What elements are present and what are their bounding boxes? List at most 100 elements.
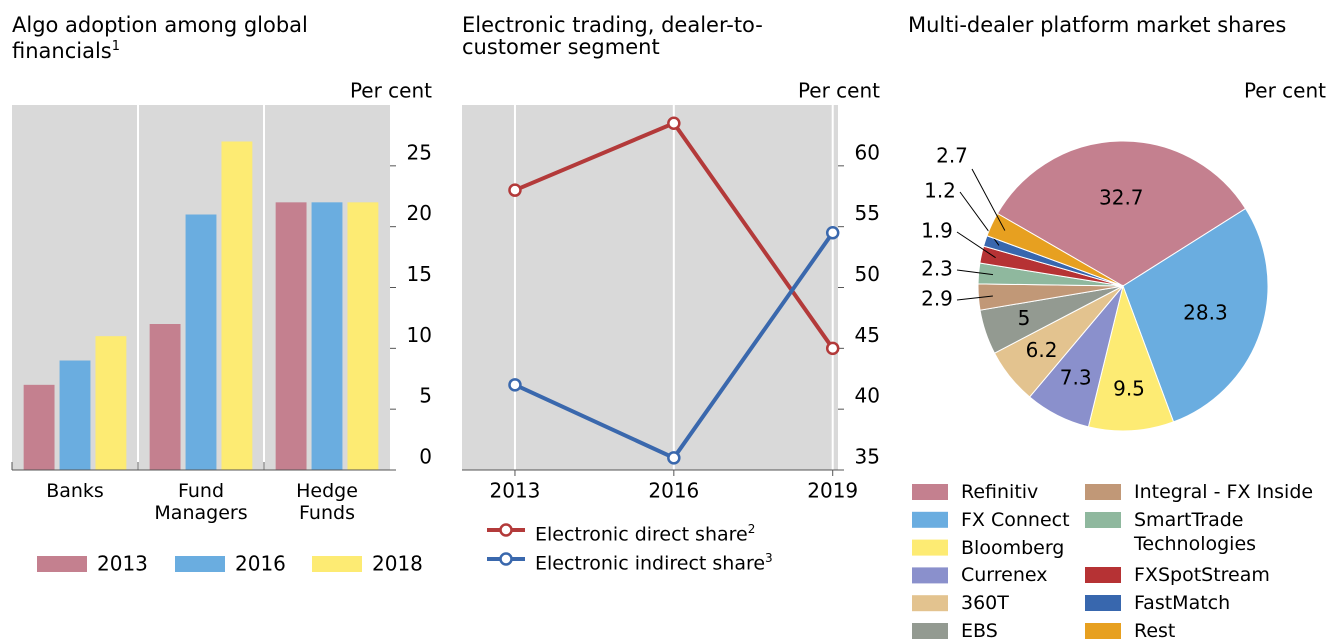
legend-label: FXSpotStream <box>1134 564 1270 586</box>
y-tick-label: 20 <box>407 201 432 225</box>
legend-swatch <box>912 623 948 639</box>
data-label: 2.7 <box>936 144 968 168</box>
data-label: 6.2 <box>1026 338 1058 362</box>
legend-label: Currenex <box>961 564 1048 587</box>
legend-note: 3 <box>765 551 773 565</box>
y-tick-label: 10 <box>407 323 432 347</box>
legend-label: Electronic indirect share <box>535 552 766 575</box>
legend-label: Integral - FX Inside <box>1134 481 1314 503</box>
legend-label: 360T <box>961 592 1009 615</box>
bar <box>185 214 217 470</box>
legend-swatch <box>1085 595 1121 611</box>
data-label: 1.2 <box>924 179 956 203</box>
y-tick-label: 15 <box>407 262 432 286</box>
legend-swatch <box>912 511 948 528</box>
bar <box>221 141 253 470</box>
legend-swatch <box>175 556 225 572</box>
legend-swatch <box>912 567 948 584</box>
legend-label: FX Connect <box>961 508 1070 531</box>
chart-title-box: Algo adoption among global financials1 <box>12 14 392 62</box>
bar <box>311 202 343 471</box>
x-tick-label: 2013 <box>490 479 541 503</box>
legend-swatch <box>312 556 362 572</box>
pie-slice <box>996 140 1247 287</box>
pie-slice <box>986 212 1124 287</box>
y-tick-label: 5 <box>419 384 432 408</box>
data-label: 5 <box>1018 306 1031 330</box>
bar <box>149 324 181 470</box>
data-label: 9.5 <box>1113 377 1145 401</box>
data-label: 2.3 <box>921 257 953 281</box>
marker <box>508 183 522 197</box>
y-axis-label: Per cent <box>1244 79 1326 103</box>
leader-line <box>971 168 1006 231</box>
data-label: 1.9 <box>921 219 953 243</box>
plot-area <box>462 105 838 470</box>
y-tick-label: 25 <box>407 140 432 164</box>
marker <box>825 341 840 356</box>
bar <box>59 360 91 470</box>
y-axis-label: Per cent <box>798 79 880 103</box>
legend-swatch <box>1085 484 1121 500</box>
legend-label: SmartTrade Technologies <box>1134 509 1257 555</box>
legend-swatch <box>912 595 948 612</box>
chart-title-box: Multi-dealer platform market shares <box>908 14 1288 36</box>
y-tick-label: 0 <box>419 445 432 469</box>
legend-label: EBS <box>961 620 998 641</box>
legend-label: 2018 <box>372 552 423 576</box>
chart-title: Algo adoption among global financials <box>12 13 308 63</box>
bar <box>23 384 55 470</box>
data-label: 32.7 <box>1099 186 1144 210</box>
marker <box>825 226 840 240</box>
bar <box>275 202 307 471</box>
x-tick-label: 2016 <box>648 479 699 503</box>
x-tick-label: Hedge Funds <box>296 480 358 524</box>
y-tick-label: 55 <box>855 201 880 225</box>
y-tick-label: 50 <box>855 262 880 286</box>
legend-label: Refinitiv <box>961 481 1039 503</box>
data-label: 7.3 <box>1060 366 1092 390</box>
legend-marker <box>499 552 513 566</box>
leader-line <box>956 269 994 276</box>
legend-label: 2016 <box>235 552 286 576</box>
legend-swatch <box>912 539 948 556</box>
data-label: 2.9 <box>921 287 953 311</box>
marker <box>508 378 522 392</box>
legend-swatch <box>1085 567 1121 583</box>
y-axis-label: Per cent <box>350 79 432 103</box>
legend-swatch <box>912 484 948 500</box>
legend-label: Rest <box>1134 620 1176 641</box>
x-tick-label: 2019 <box>807 479 858 503</box>
chart-title: Multi-dealer platform market shares <box>908 13 1287 37</box>
y-tick-label: 45 <box>855 323 880 347</box>
legend-label-box: Electronic direct share2 <box>535 518 755 545</box>
x-tick-label: Fund Managers <box>154 480 248 524</box>
marker <box>667 116 681 130</box>
legend-swatch <box>1085 512 1121 528</box>
bar <box>347 202 379 471</box>
leader-line <box>956 295 993 301</box>
legend-label: 2013 <box>97 552 148 576</box>
x-tick-label: Banks <box>46 480 104 502</box>
legend-note: 2 <box>747 522 756 536</box>
y-tick-label: 60 <box>855 140 880 164</box>
pie-slice <box>1087 284 1175 432</box>
y-tick-label: 40 <box>855 384 880 408</box>
pie-slice <box>1122 207 1269 423</box>
legend-label: Bloomberg <box>961 536 1065 559</box>
leader-line <box>956 231 996 259</box>
legend-marker <box>499 523 513 537</box>
chart-title-box: Electronic trading, dealer-to-customer s… <box>462 14 842 58</box>
legend-swatch <box>1085 623 1121 639</box>
chart-title: Electronic trading, dealer-to-customer s… <box>462 13 763 59</box>
legend-label-box: Electronic indirect share3 <box>535 547 773 574</box>
bar <box>95 336 127 470</box>
data-label: 28.3 <box>1183 300 1228 324</box>
legend-swatch <box>37 556 87 572</box>
y-tick-label: 35 <box>855 445 880 469</box>
legend-label: Electronic direct share <box>535 523 748 546</box>
legend-label: FastMatch <box>1134 592 1231 614</box>
title-note: 1 <box>111 39 121 54</box>
